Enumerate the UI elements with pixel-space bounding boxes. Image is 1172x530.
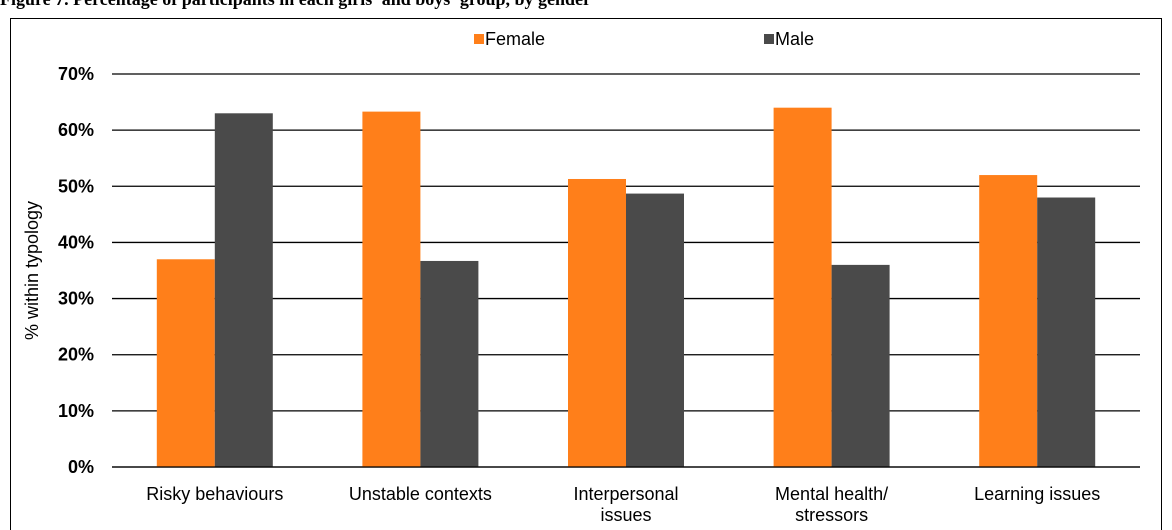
- y-tick-label: 60%: [58, 120, 94, 140]
- legend-swatch-female: [474, 34, 484, 44]
- y-tick-label: 10%: [58, 401, 94, 421]
- legend-label-female: Female: [485, 29, 545, 49]
- figure-caption: Figure 7. Percentage of participants in …: [0, 0, 1172, 10]
- y-tick-label: 30%: [58, 289, 94, 309]
- bar-female-2: [568, 178, 626, 468]
- x-tick-label: stressors: [795, 505, 868, 525]
- x-tick-label: Unstable contexts: [349, 484, 492, 504]
- bar-male-3: [831, 264, 890, 467]
- bar-female-4: [979, 175, 1038, 468]
- y-tick-label: 50%: [58, 176, 94, 196]
- legend-label-male: Male: [775, 29, 814, 49]
- bar-male-0: [214, 113, 273, 468]
- x-tick-label: issues: [600, 505, 651, 525]
- bar-female-1: [362, 111, 421, 467]
- y-tick-label: 70%: [58, 64, 94, 84]
- y-tick-label: 40%: [58, 232, 94, 252]
- bar-female-3: [773, 107, 832, 467]
- bar-male-2: [626, 193, 684, 467]
- chart-frame: [10, 18, 1162, 530]
- x-tick-label: Learning issues: [974, 484, 1100, 504]
- bar-male-1: [420, 260, 479, 467]
- x-tick-label: Risky behaviours: [146, 484, 283, 504]
- y-tick-label: 20%: [58, 345, 94, 365]
- bar-male-4: [1037, 197, 1096, 467]
- bar-female-0: [156, 259, 215, 467]
- x-tick-label: Mental health/: [775, 484, 888, 504]
- x-tick-label: Interpersonal: [573, 484, 678, 504]
- y-tick-label: 0%: [68, 457, 94, 477]
- legend-swatch-male: [764, 34, 774, 44]
- y-axis-label: % within typology: [22, 201, 42, 340]
